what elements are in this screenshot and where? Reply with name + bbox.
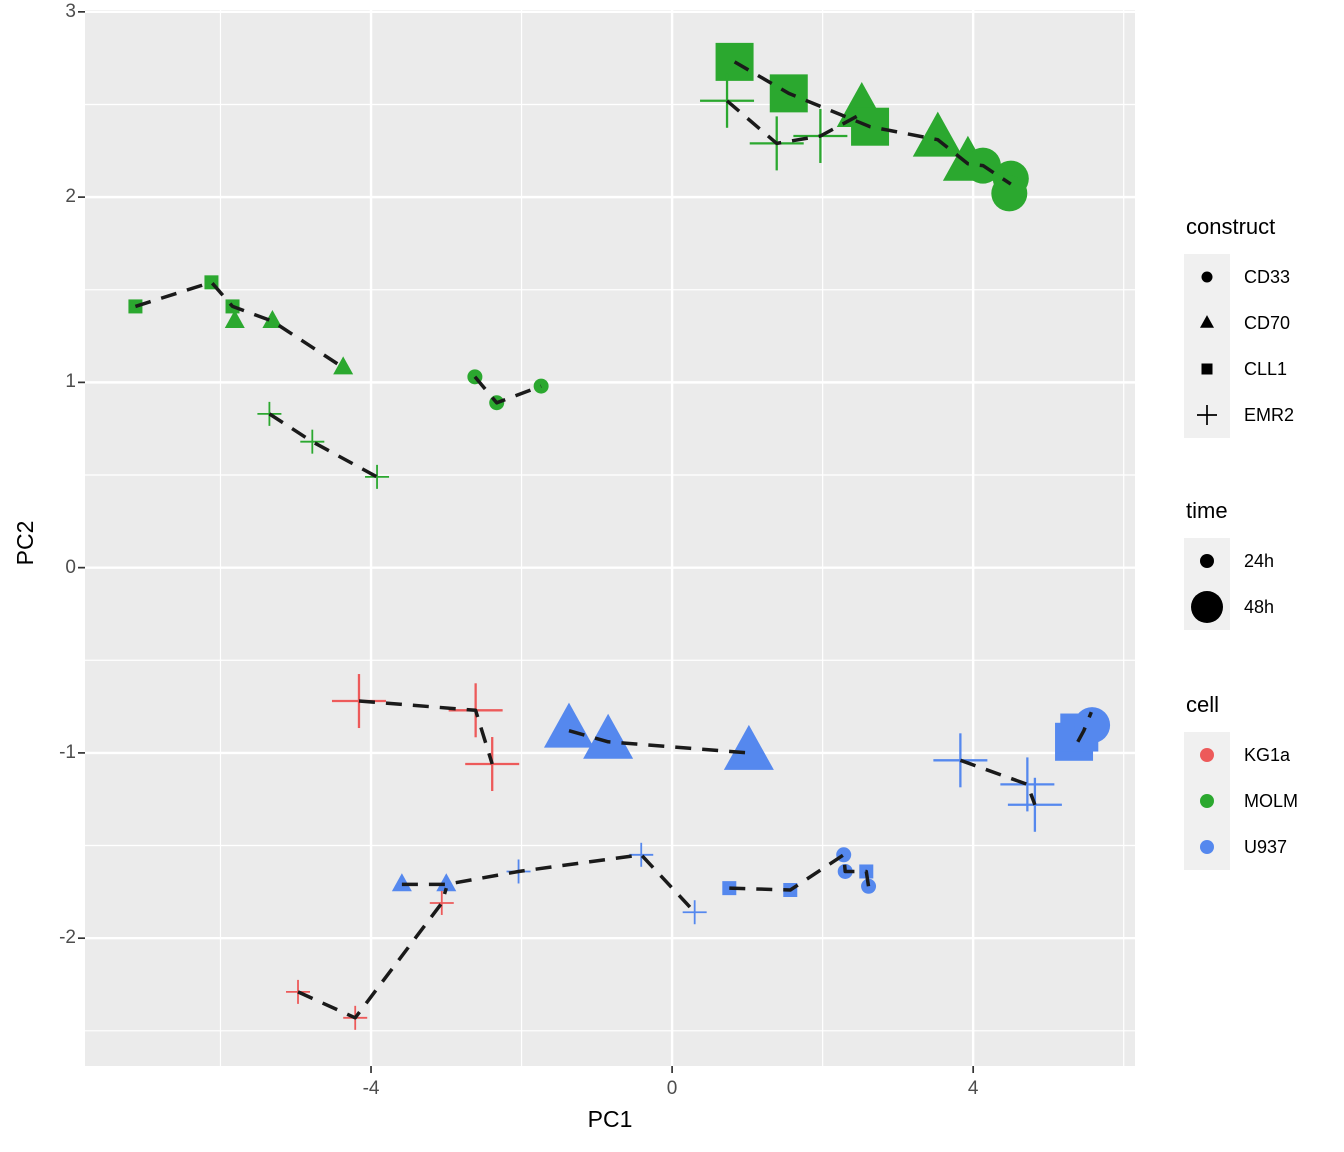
data-point [436, 873, 457, 892]
legend-cell: cell KG1a MOLM U937 [1184, 692, 1298, 870]
x-axis-title: PC1 [587, 1106, 633, 1132]
legend-item-cd70-key [1184, 300, 1230, 346]
data-point [224, 310, 245, 329]
legend-item-cll1: CLL1 [1184, 346, 1294, 392]
y-tick-label: 0 [65, 556, 76, 578]
legend-cell-title: cell [1186, 692, 1220, 717]
legend-item-u937: U937 [1184, 824, 1298, 870]
data-point [933, 733, 988, 788]
legend-construct-items: CD33 CD70 CLL1 EMR2 [1184, 254, 1294, 438]
data-point [682, 900, 707, 925]
trajectory [297, 887, 448, 1020]
legend-item-kg1a: KG1a [1184, 732, 1298, 778]
legend-time-title: time [1186, 498, 1228, 523]
series-U937-48h-CD70 [543, 702, 774, 770]
data-points [128, 42, 1111, 1030]
legend-item-cll1-key [1184, 346, 1230, 392]
legend-item-cd33-label: CD33 [1244, 266, 1291, 287]
trajectory-lines [134, 60, 1093, 1020]
x-tick-label: 4 [967, 1078, 979, 1099]
trajectory [358, 699, 494, 765]
data-point [262, 310, 283, 329]
series-MOLM-24h-EMR2 [257, 401, 390, 489]
legend-item-kg1a-key [1184, 732, 1230, 778]
legend-item-24h-label: 24h [1244, 550, 1275, 571]
trajectory [1076, 711, 1093, 743]
legend-item-48h-key [1184, 584, 1230, 630]
data-point [723, 724, 774, 770]
legend-construct: construct CD33 CD70 CLL1 EMR2 [1184, 214, 1294, 438]
legend-item-24h: 24h [1184, 538, 1274, 584]
legend-item-48h: 48h [1184, 584, 1274, 630]
data-point [333, 356, 354, 375]
data-point [331, 674, 386, 729]
legend-item-molm: MOLM [1184, 778, 1298, 824]
trajectory [725, 99, 863, 146]
y-tick-label: -1 [59, 741, 76, 763]
legend-time-items: 24h 48h [1184, 538, 1274, 630]
data-point [912, 111, 963, 157]
legend-item-emr2-label: EMR2 [1244, 404, 1295, 425]
y-tick-label: 1 [65, 371, 76, 393]
x-tick-label: 0 [666, 1078, 678, 1099]
legend-item-cd70: CD70 [1184, 300, 1294, 346]
legend-item-48h-label: 48h [1244, 596, 1275, 617]
x-tick-label: -4 [362, 1078, 380, 1099]
legend-item-u937-key [1184, 824, 1230, 870]
data-point [429, 890, 454, 915]
trajectory [134, 280, 345, 370]
legend-item-emr2-key [1184, 392, 1230, 438]
legend-item-24h-key [1184, 538, 1230, 584]
plot-panel [85, 10, 1135, 1066]
legend-item-u937-label: U937 [1244, 836, 1288, 857]
y-axis-title: PC2 [12, 520, 38, 566]
trajectory [729, 853, 871, 892]
series-KG1a-48h-EMR2 [331, 674, 520, 792]
y-tick-label: -2 [59, 927, 76, 949]
tick-marks [78, 11, 975, 1073]
series-U937-24h-CD70 [391, 873, 457, 892]
series-MOLM-48h-CLL1 [715, 42, 890, 146]
data-point [391, 873, 412, 892]
data-point [543, 702, 594, 748]
legend-item-cd70-label: CD70 [1244, 312, 1291, 333]
data-point [533, 378, 549, 394]
data-point [1000, 757, 1055, 812]
data-point [861, 878, 877, 894]
legend-item-cd33: CD33 [1184, 254, 1294, 300]
trajectory [959, 758, 1037, 806]
data-point [583, 713, 634, 759]
legend-item-kg1a-label: KG1a [1244, 744, 1291, 765]
legend-cell-items: KG1a MOLM U937 [1184, 732, 1298, 870]
series-MOLM-24h-CD70 [224, 310, 354, 375]
data-point [715, 42, 754, 81]
legend-time: time 24h 48h [1184, 498, 1274, 630]
legend-item-molm-label: MOLM [1244, 790, 1298, 811]
data-point [365, 464, 390, 489]
legend-item-cll1-label: CLL1 [1244, 358, 1288, 379]
data-point [991, 175, 1028, 212]
data-point [300, 429, 325, 454]
data-point [465, 737, 520, 792]
y-tick-label: 2 [65, 186, 76, 208]
legend-item-cd33-key [1184, 254, 1230, 300]
trajectory [473, 375, 542, 405]
trajectory [568, 729, 750, 755]
data-point [629, 842, 654, 867]
legend-item-emr2: EMR2 [1184, 392, 1294, 438]
y-tick-label: 3 [65, 0, 76, 22]
legend-construct-title: construct [1186, 214, 1276, 239]
trajectory [733, 60, 1012, 186]
data-point [257, 401, 282, 426]
trajectory [401, 853, 696, 914]
legend-item-molm-key [1184, 778, 1230, 824]
